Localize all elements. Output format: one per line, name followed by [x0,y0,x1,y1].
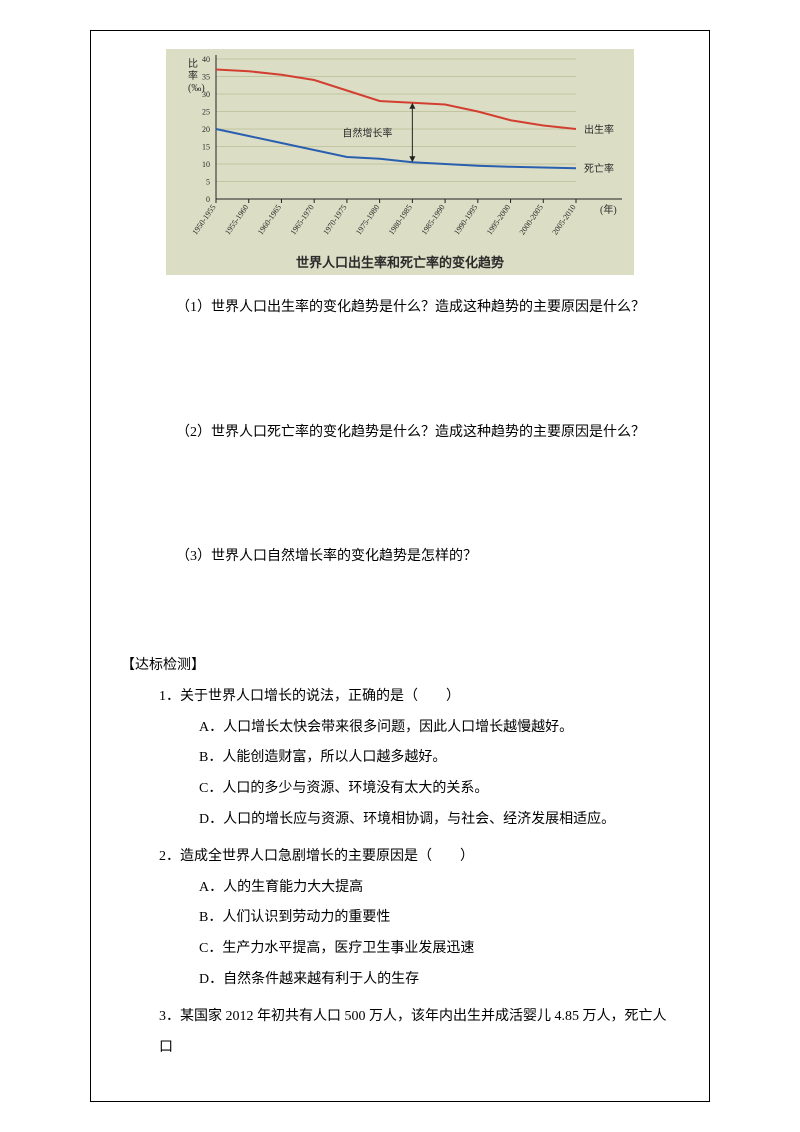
svg-text:比: 比 [188,58,198,70]
question-1: （1）世界人口出生率的变化趋势是什么？造成这种趋势的主要原因是什么？ [121,291,679,325]
test-question: 2．造成全世界人口急剧增长的主要原因是（ ）A．人的生育能力大大提高B．人们认识… [121,842,679,996]
page: 0510152025303540比率(‰)1950-19551955-19601… [0,0,800,1132]
svg-text:世界人口出生率和死亡率的变化趋势: 世界人口出生率和死亡率的变化趋势 [296,255,504,270]
question-stem: 1．关于世界人口增长的说法，正确的是（ ） [159,682,679,713]
question-option: A．人的生育能力大大提高 [159,873,679,904]
content-border: 0510152025303540比率(‰)1950-19551955-19601… [90,30,710,1102]
svg-text:20: 20 [202,125,210,134]
spacer [121,449,679,504]
question-option: A．人口增长太快会带来很多问题，因此人口增长越慢越好。 [159,713,679,744]
population-rate-chart: 0510152025303540比率(‰)1950-19551955-19601… [160,49,640,279]
svg-text:35: 35 [202,73,210,82]
question-2: （2）世界人口死亡率的变化趋势是什么？造成这种趋势的主要原因是什么？ [121,416,679,450]
svg-text:(年): (年) [600,203,617,216]
svg-text:自然增长率: 自然增长率 [342,127,392,140]
question-stem: 3．某国家 2012 年初共有人口 500 万人，该年内出生并成活婴儿 4.85… [159,1002,679,1064]
test-question: 3．某国家 2012 年初共有人口 500 万人，该年内出生并成活婴儿 4.85… [121,1002,679,1064]
svg-text:25: 25 [202,108,210,117]
test-heading: 【达标检测】 [121,654,679,674]
question-3: （3）世界人口自然增长率的变化趋势是怎样的？ [121,540,679,574]
svg-text:10: 10 [202,160,210,169]
chart-container: 0510152025303540比率(‰)1950-19551955-19601… [160,49,640,279]
question-option: D．自然条件越来越有利于人的生存 [159,965,679,996]
svg-text:5: 5 [206,178,210,187]
test-list: 1．关于世界人口增长的说法，正确的是（ ）A．人口增长太快会带来很多问题，因此人… [121,682,679,1064]
svg-text:出生率: 出生率 [584,123,614,136]
svg-text:15: 15 [202,143,210,152]
spacer [121,325,679,380]
test-question: 1．关于世界人口增长的说法，正确的是（ ）A．人口增长太快会带来很多问题，因此人… [121,682,679,836]
svg-text:死亡率: 死亡率 [584,162,614,175]
question-stem: 2．造成全世界人口急剧增长的主要原因是（ ） [159,842,679,873]
svg-text:40: 40 [202,55,210,64]
question-option: B．人能创造财富，所以人口越多越好。 [159,743,679,774]
svg-text:(‰): (‰) [188,83,205,94]
question-option: C．人口的多少与资源、环境没有太大的关系。 [159,774,679,805]
question-option: C．生产力水平提高，医疗卫生事业发展迅速 [159,934,679,965]
svg-text:率: 率 [188,69,198,82]
question-option: D．人口的增长应与资源、环境相协调，与社会、经济发展相适应。 [159,805,679,836]
question-option: B．人们认识到劳动力的重要性 [159,903,679,934]
